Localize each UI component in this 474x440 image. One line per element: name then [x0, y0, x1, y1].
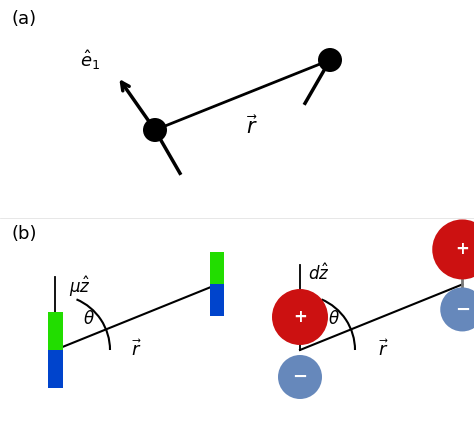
Circle shape — [143, 118, 167, 142]
Text: +: + — [293, 308, 307, 326]
Text: −: − — [292, 368, 308, 386]
Circle shape — [318, 48, 342, 72]
Circle shape — [440, 287, 474, 331]
Bar — [210, 253, 224, 284]
Text: (a): (a) — [12, 10, 37, 28]
Text: +: + — [456, 240, 469, 258]
Text: $\vec{r}$: $\vec{r}$ — [246, 115, 259, 138]
Text: $\theta$: $\theta$ — [83, 310, 95, 328]
Bar — [48, 312, 63, 350]
Circle shape — [278, 355, 322, 399]
Circle shape — [272, 289, 328, 345]
Text: (b): (b) — [12, 225, 37, 243]
Bar — [210, 284, 224, 316]
Text: $d\hat{z}$: $d\hat{z}$ — [308, 263, 329, 284]
Text: $\hat{e}_1$: $\hat{e}_1$ — [80, 48, 100, 72]
Text: $\vec{r}$: $\vec{r}$ — [378, 339, 389, 360]
Text: $\vec{r}$: $\vec{r}$ — [131, 339, 142, 360]
Circle shape — [432, 220, 474, 279]
Text: −: − — [455, 301, 470, 319]
Text: $\theta$: $\theta$ — [328, 310, 340, 328]
Bar — [48, 350, 63, 388]
Text: $\mu\hat{z}$: $\mu\hat{z}$ — [69, 274, 91, 299]
